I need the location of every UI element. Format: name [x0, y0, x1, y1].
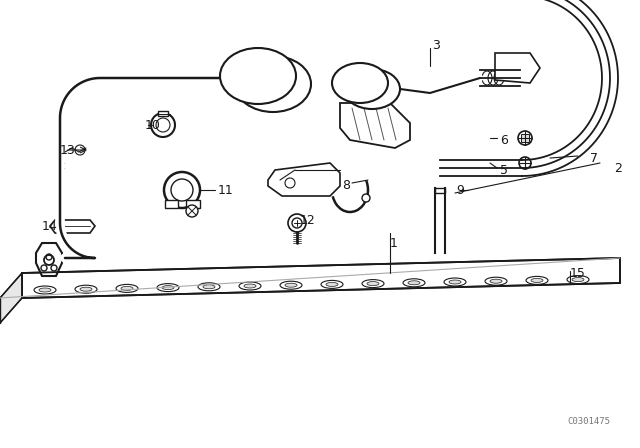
Ellipse shape [367, 282, 379, 286]
Text: 2: 2 [614, 161, 622, 175]
Ellipse shape [344, 69, 400, 109]
Ellipse shape [116, 284, 138, 293]
Ellipse shape [403, 279, 425, 287]
Text: 5: 5 [500, 164, 508, 177]
Ellipse shape [203, 285, 215, 289]
Polygon shape [340, 103, 410, 148]
Polygon shape [50, 220, 95, 233]
Text: C0301475: C0301475 [567, 417, 610, 426]
Ellipse shape [244, 284, 256, 288]
Polygon shape [521, 134, 529, 142]
Polygon shape [495, 53, 540, 83]
Text: 1: 1 [390, 237, 398, 250]
Ellipse shape [531, 278, 543, 282]
Ellipse shape [280, 281, 302, 289]
Text: 7: 7 [590, 151, 598, 164]
Ellipse shape [235, 56, 311, 112]
Circle shape [46, 254, 52, 260]
Ellipse shape [239, 282, 261, 290]
Text: 15: 15 [570, 267, 586, 280]
Ellipse shape [198, 283, 220, 291]
Ellipse shape [326, 282, 338, 286]
Circle shape [156, 118, 170, 132]
Text: 3: 3 [432, 39, 440, 52]
Text: 10: 10 [145, 119, 161, 132]
Circle shape [285, 178, 295, 188]
Ellipse shape [490, 279, 502, 283]
Polygon shape [22, 258, 620, 298]
Ellipse shape [80, 287, 92, 291]
Polygon shape [165, 200, 178, 208]
Ellipse shape [285, 283, 297, 287]
Ellipse shape [121, 286, 133, 290]
Circle shape [41, 265, 47, 271]
Ellipse shape [572, 278, 584, 282]
Circle shape [171, 179, 193, 201]
Circle shape [75, 145, 85, 155]
Circle shape [186, 205, 198, 217]
Ellipse shape [449, 280, 461, 284]
Text: 4: 4 [268, 83, 276, 96]
Polygon shape [268, 163, 340, 196]
Ellipse shape [567, 276, 589, 284]
Circle shape [519, 157, 531, 169]
Polygon shape [186, 200, 200, 208]
Ellipse shape [444, 278, 466, 286]
Circle shape [518, 131, 532, 145]
Circle shape [288, 214, 306, 232]
Polygon shape [36, 243, 62, 276]
Circle shape [151, 113, 175, 137]
Circle shape [362, 194, 370, 202]
Text: 14: 14 [42, 220, 58, 233]
Text: 12: 12 [300, 214, 316, 227]
Circle shape [292, 218, 302, 228]
Text: 6: 6 [500, 134, 508, 146]
Ellipse shape [362, 280, 384, 288]
Ellipse shape [220, 48, 296, 104]
Ellipse shape [408, 281, 420, 285]
Ellipse shape [332, 63, 388, 103]
Ellipse shape [321, 280, 343, 289]
Bar [158, 111, 168, 116]
Ellipse shape [526, 276, 548, 284]
Text: 9: 9 [456, 184, 464, 197]
Ellipse shape [162, 286, 174, 289]
Polygon shape [58, 222, 65, 230]
Circle shape [164, 172, 200, 208]
Ellipse shape [34, 286, 56, 294]
Ellipse shape [39, 288, 51, 292]
Text: 8: 8 [342, 178, 350, 191]
Ellipse shape [485, 277, 507, 285]
Text: 11: 11 [218, 184, 234, 197]
Text: 13: 13 [60, 143, 76, 156]
Ellipse shape [157, 284, 179, 292]
Polygon shape [0, 273, 22, 323]
Circle shape [51, 265, 57, 271]
Ellipse shape [75, 285, 97, 293]
